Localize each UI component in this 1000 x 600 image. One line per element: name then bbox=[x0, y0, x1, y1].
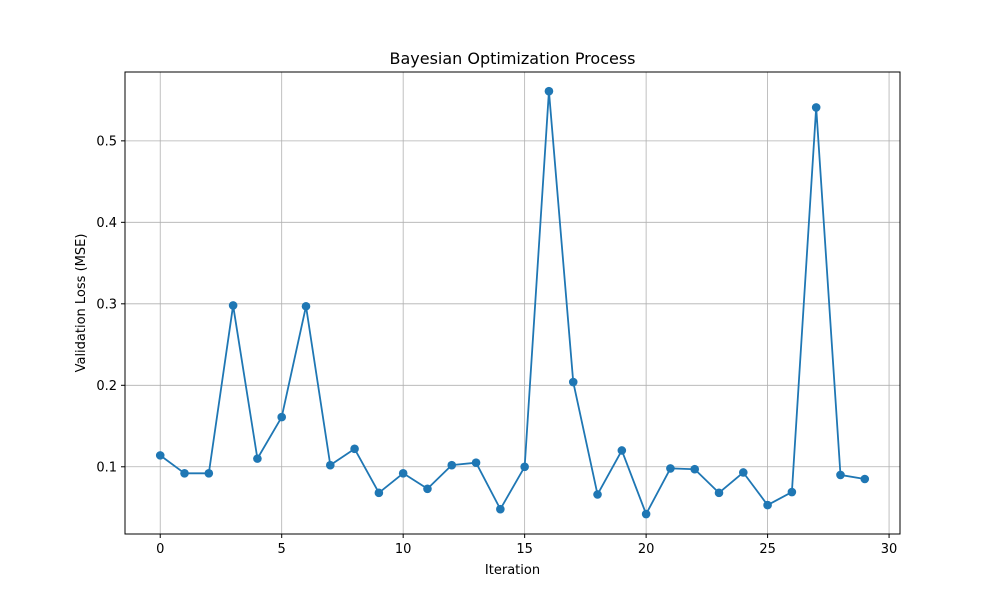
series-line bbox=[155, 86, 870, 519]
data-point bbox=[180, 468, 189, 478]
data-point bbox=[617, 446, 627, 455]
x-tick-label: 15 bbox=[516, 542, 533, 557]
data-point bbox=[496, 504, 505, 514]
data-point bbox=[301, 301, 311, 311]
data-point bbox=[811, 103, 821, 112]
data-point bbox=[544, 86, 554, 96]
data-point bbox=[253, 454, 262, 463]
x-tick-label: 25 bbox=[759, 542, 776, 557]
y-tick-label: 0.2 bbox=[96, 379, 117, 394]
x-tick-label: 10 bbox=[395, 542, 412, 557]
x-tick-label: 0 bbox=[156, 542, 164, 557]
data-point bbox=[666, 464, 675, 473]
data-point bbox=[690, 464, 700, 474]
data-point bbox=[155, 451, 165, 460]
data-point bbox=[398, 468, 408, 478]
data-point bbox=[860, 474, 870, 484]
data-point bbox=[423, 484, 432, 494]
data-point bbox=[836, 470, 845, 480]
data-point bbox=[228, 301, 238, 310]
data-point bbox=[277, 412, 287, 422]
x-tick-label: 5 bbox=[278, 542, 286, 557]
plot-frame bbox=[124, 71, 901, 535]
data-point bbox=[593, 490, 602, 499]
data-point bbox=[204, 468, 214, 478]
y-tick-label: 0.3 bbox=[96, 297, 117, 312]
y-axis-label: Validation Loss (MSE) bbox=[74, 234, 89, 373]
data-point bbox=[350, 444, 359, 454]
data-point bbox=[787, 487, 797, 497]
data-point bbox=[763, 500, 772, 510]
y-tick-label: 0.1 bbox=[96, 460, 117, 475]
data-point bbox=[325, 460, 335, 470]
data-point bbox=[641, 509, 651, 519]
data-point bbox=[714, 488, 724, 498]
chart-title: Bayesian Optimization Process bbox=[389, 49, 635, 68]
x-tick-label: 20 bbox=[638, 542, 655, 557]
data-point bbox=[520, 462, 529, 472]
data-point bbox=[471, 458, 481, 468]
series-polyline bbox=[159, 90, 865, 515]
data-point bbox=[447, 460, 457, 470]
x-axis-label: Iteration bbox=[485, 563, 540, 578]
x-tick-label: 30 bbox=[881, 542, 898, 557]
y-tick-label: 0.4 bbox=[96, 216, 117, 231]
ticks: 0 5 10 15 20 25 30 0.1 0.2 0.3 0.4 0.5 bbox=[96, 134, 897, 557]
data-point bbox=[374, 488, 384, 498]
grid bbox=[125, 72, 900, 534]
y-tick-label: 0.5 bbox=[96, 134, 117, 149]
data-point bbox=[738, 468, 748, 477]
data-point bbox=[568, 377, 578, 387]
